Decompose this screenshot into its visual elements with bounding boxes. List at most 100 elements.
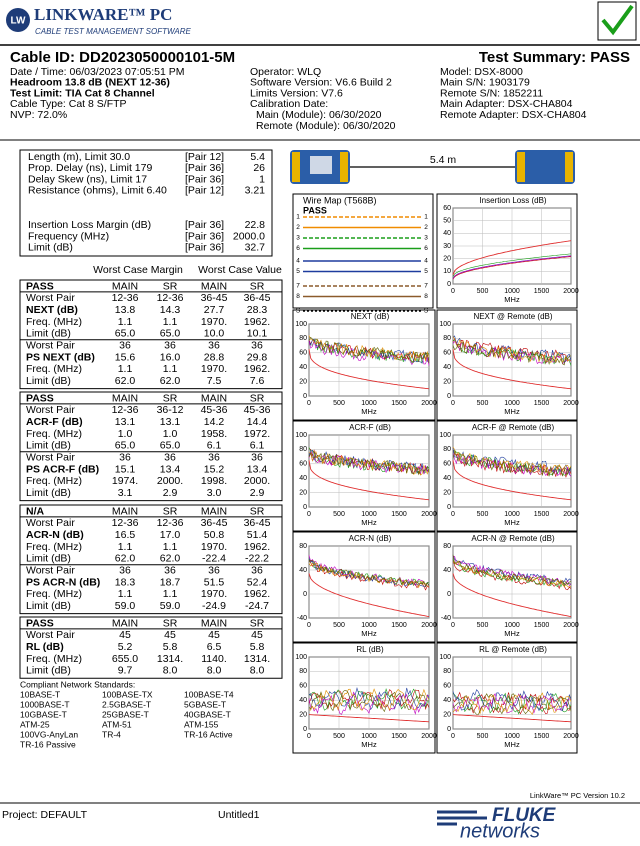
trace: [452, 342, 572, 366]
cell: 45-36: [201, 404, 228, 416]
cell: MAIN: [112, 505, 138, 517]
margin-heading: Worst Case Margin: [93, 264, 183, 276]
limit-line: [452, 460, 572, 501]
cell: 15.1: [115, 463, 136, 475]
trace: [452, 555, 572, 587]
trace: [452, 692, 572, 716]
info-field: Remote S/N: 1852211: [440, 87, 543, 99]
y-tick-label: 60: [299, 350, 307, 357]
pin-left: 8: [296, 293, 300, 300]
y-tick-label: 20: [299, 489, 307, 496]
x-tick-label: 1500: [534, 511, 550, 518]
info-field: Model: DSX-8000: [440, 66, 523, 78]
cell: 36: [208, 565, 220, 577]
cell: 45-36: [244, 404, 271, 416]
x-tick-label: 500: [477, 511, 489, 518]
limit-line: [308, 714, 430, 723]
remote-unit-bumper: [565, 152, 573, 182]
x-tick-label: 1500: [391, 400, 407, 407]
y-tick-label: 60: [443, 350, 451, 357]
summary-label: Length (m), Limit 30.0: [28, 151, 130, 163]
summary-pair: [Pair 36]: [185, 219, 224, 231]
brand-stripes: [437, 810, 487, 826]
cell: 51.4: [247, 529, 268, 541]
standards-title: Compliant Network Standards:: [20, 679, 135, 689]
trace: [452, 692, 572, 715]
x-tick-label: 1000: [504, 400, 520, 407]
graph-title: ACR-N (dB): [349, 534, 392, 543]
y-tick-label: 0: [447, 591, 451, 598]
cell: 62.0: [160, 375, 181, 387]
x-tick-label: 2000: [421, 400, 437, 407]
row-label: Freq. (MHz): [26, 316, 82, 328]
trace: [452, 689, 572, 712]
y-tick-label: 60: [443, 205, 451, 212]
pass-check: [601, 4, 634, 36]
cell: 65.0: [160, 328, 181, 340]
project: Project: DEFAULT: [2, 809, 88, 821]
cell: 65.0: [115, 440, 136, 452]
info-field: Headroom 13.8 dB (NEXT 12-36): [10, 77, 170, 89]
product-name: LINKWARE™ PC: [34, 5, 172, 24]
cell: 13.4: [247, 463, 268, 475]
x-axis-label: MHz: [504, 629, 520, 638]
cell: 1.0: [118, 428, 133, 440]
cell: 36-45: [201, 292, 228, 304]
x-tick-label: 2000: [563, 622, 579, 629]
x-axis-label: MHz: [361, 740, 377, 749]
x-tick-label: 500: [477, 622, 489, 629]
summary-value: 2000.0: [233, 230, 265, 242]
cell: 36-45: [201, 517, 228, 529]
row-label: Limit (dB): [26, 487, 71, 499]
limit-line: [452, 714, 572, 723]
row-label: PS ACR-N (dB): [26, 576, 100, 588]
trace: [308, 452, 430, 476]
row-label: PASS: [26, 392, 54, 404]
graph-title: RL (dB): [356, 645, 384, 654]
tagline: CABLE TEST MANAGEMENT SOFTWARE: [35, 27, 192, 36]
info-field: Main S/N: 1903179: [440, 77, 530, 89]
trace: [308, 689, 430, 713]
info-field: Main (Module): 06/30/2020: [256, 109, 382, 121]
trace: [452, 253, 572, 277]
y-tick-label: 0: [447, 504, 451, 511]
x-tick-label: 500: [477, 733, 489, 740]
y-tick-label: 0: [303, 393, 307, 400]
y-tick-label: 80: [299, 335, 307, 342]
y-tick-label: 40: [443, 567, 451, 574]
cell: 1974.: [112, 475, 138, 487]
y-tick-label: 40: [443, 475, 451, 482]
trace: [452, 256, 572, 280]
x-tick-label: 0: [451, 288, 455, 295]
summary-pair: [Pair 36]: [185, 173, 224, 185]
standard: 5GBASE-T: [184, 699, 226, 709]
x-tick-label: 2000: [421, 733, 437, 740]
x-tick-label: 1500: [534, 400, 550, 407]
cell: 2000.: [244, 475, 270, 487]
main-unit-screen: [310, 156, 332, 174]
y-tick-label: 100: [295, 432, 307, 439]
cell: 5.2: [118, 641, 133, 653]
y-tick-label: 10: [443, 268, 451, 275]
x-tick-label: 500: [333, 511, 345, 518]
x-tick-label: 1500: [534, 622, 550, 629]
info-field: Cable Type: Cat 8 S/FTP: [10, 98, 127, 110]
row-label: Limit (dB): [26, 375, 71, 387]
cell: 36: [208, 340, 220, 352]
cell: 1962.: [244, 588, 270, 600]
graph-frame: [292, 309, 436, 421]
x-tick-label: 500: [477, 288, 489, 295]
y-tick-label: -40: [441, 615, 451, 622]
y-tick-label: 40: [299, 567, 307, 574]
y-tick-label: 40: [299, 364, 307, 371]
pin-right: 6: [424, 245, 428, 252]
trace: [308, 336, 430, 364]
pin-right: 8: [424, 293, 428, 300]
info-field: Limits Version: V7.6: [250, 87, 343, 99]
result-table: [19, 504, 283, 615]
y-tick-label: 40: [443, 697, 451, 704]
x-tick-label: 1000: [361, 733, 377, 740]
x-tick-label: 1000: [504, 511, 520, 518]
cell: 1.1: [163, 541, 178, 553]
graph-frame: [292, 420, 436, 532]
